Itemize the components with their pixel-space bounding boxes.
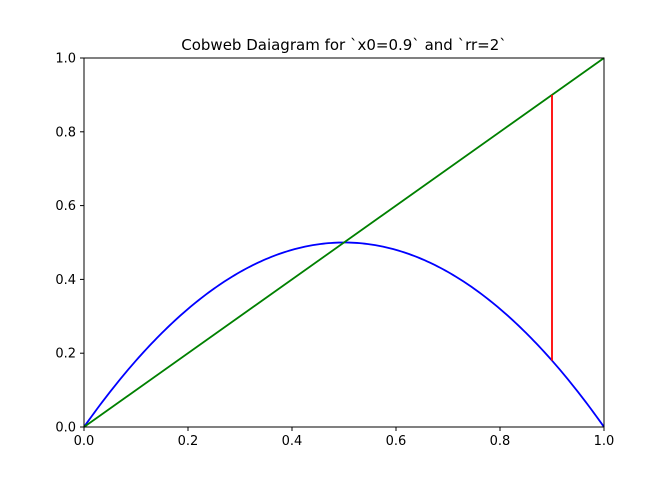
x-tick-label: 0.0 bbox=[74, 434, 95, 449]
y-tick-label: 0.2 bbox=[55, 347, 76, 362]
y-tick-label: 1.0 bbox=[55, 52, 76, 67]
y-tick-label: 0.4 bbox=[55, 273, 76, 288]
x-tick-label: 0.6 bbox=[386, 434, 407, 449]
x-tick-label: 0.4 bbox=[282, 434, 303, 449]
axes-frame bbox=[83, 57, 605, 428]
x-tick-label: 0.8 bbox=[490, 434, 511, 449]
x-axis: 0.0 0.2 0.4 0.6 0.8 1.0 bbox=[74, 427, 615, 449]
y-tick-label: 0.0 bbox=[55, 421, 76, 436]
plot-area bbox=[83, 57, 605, 428]
logistic-map-line bbox=[83, 241, 605, 428]
y-axis: 0.0 0.2 0.4 0.6 0.8 1.0 bbox=[55, 52, 84, 436]
chart-title: Cobweb Daiagram for `x0=0.9` and `rr=2` bbox=[181, 36, 507, 54]
x-tick-label: 0.2 bbox=[178, 434, 199, 449]
y-tick-label: 0.8 bbox=[55, 125, 76, 140]
identity-line-line bbox=[83, 57, 605, 428]
y-tick-label: 0.6 bbox=[55, 199, 76, 214]
x-tick-label: 1.0 bbox=[594, 434, 615, 449]
